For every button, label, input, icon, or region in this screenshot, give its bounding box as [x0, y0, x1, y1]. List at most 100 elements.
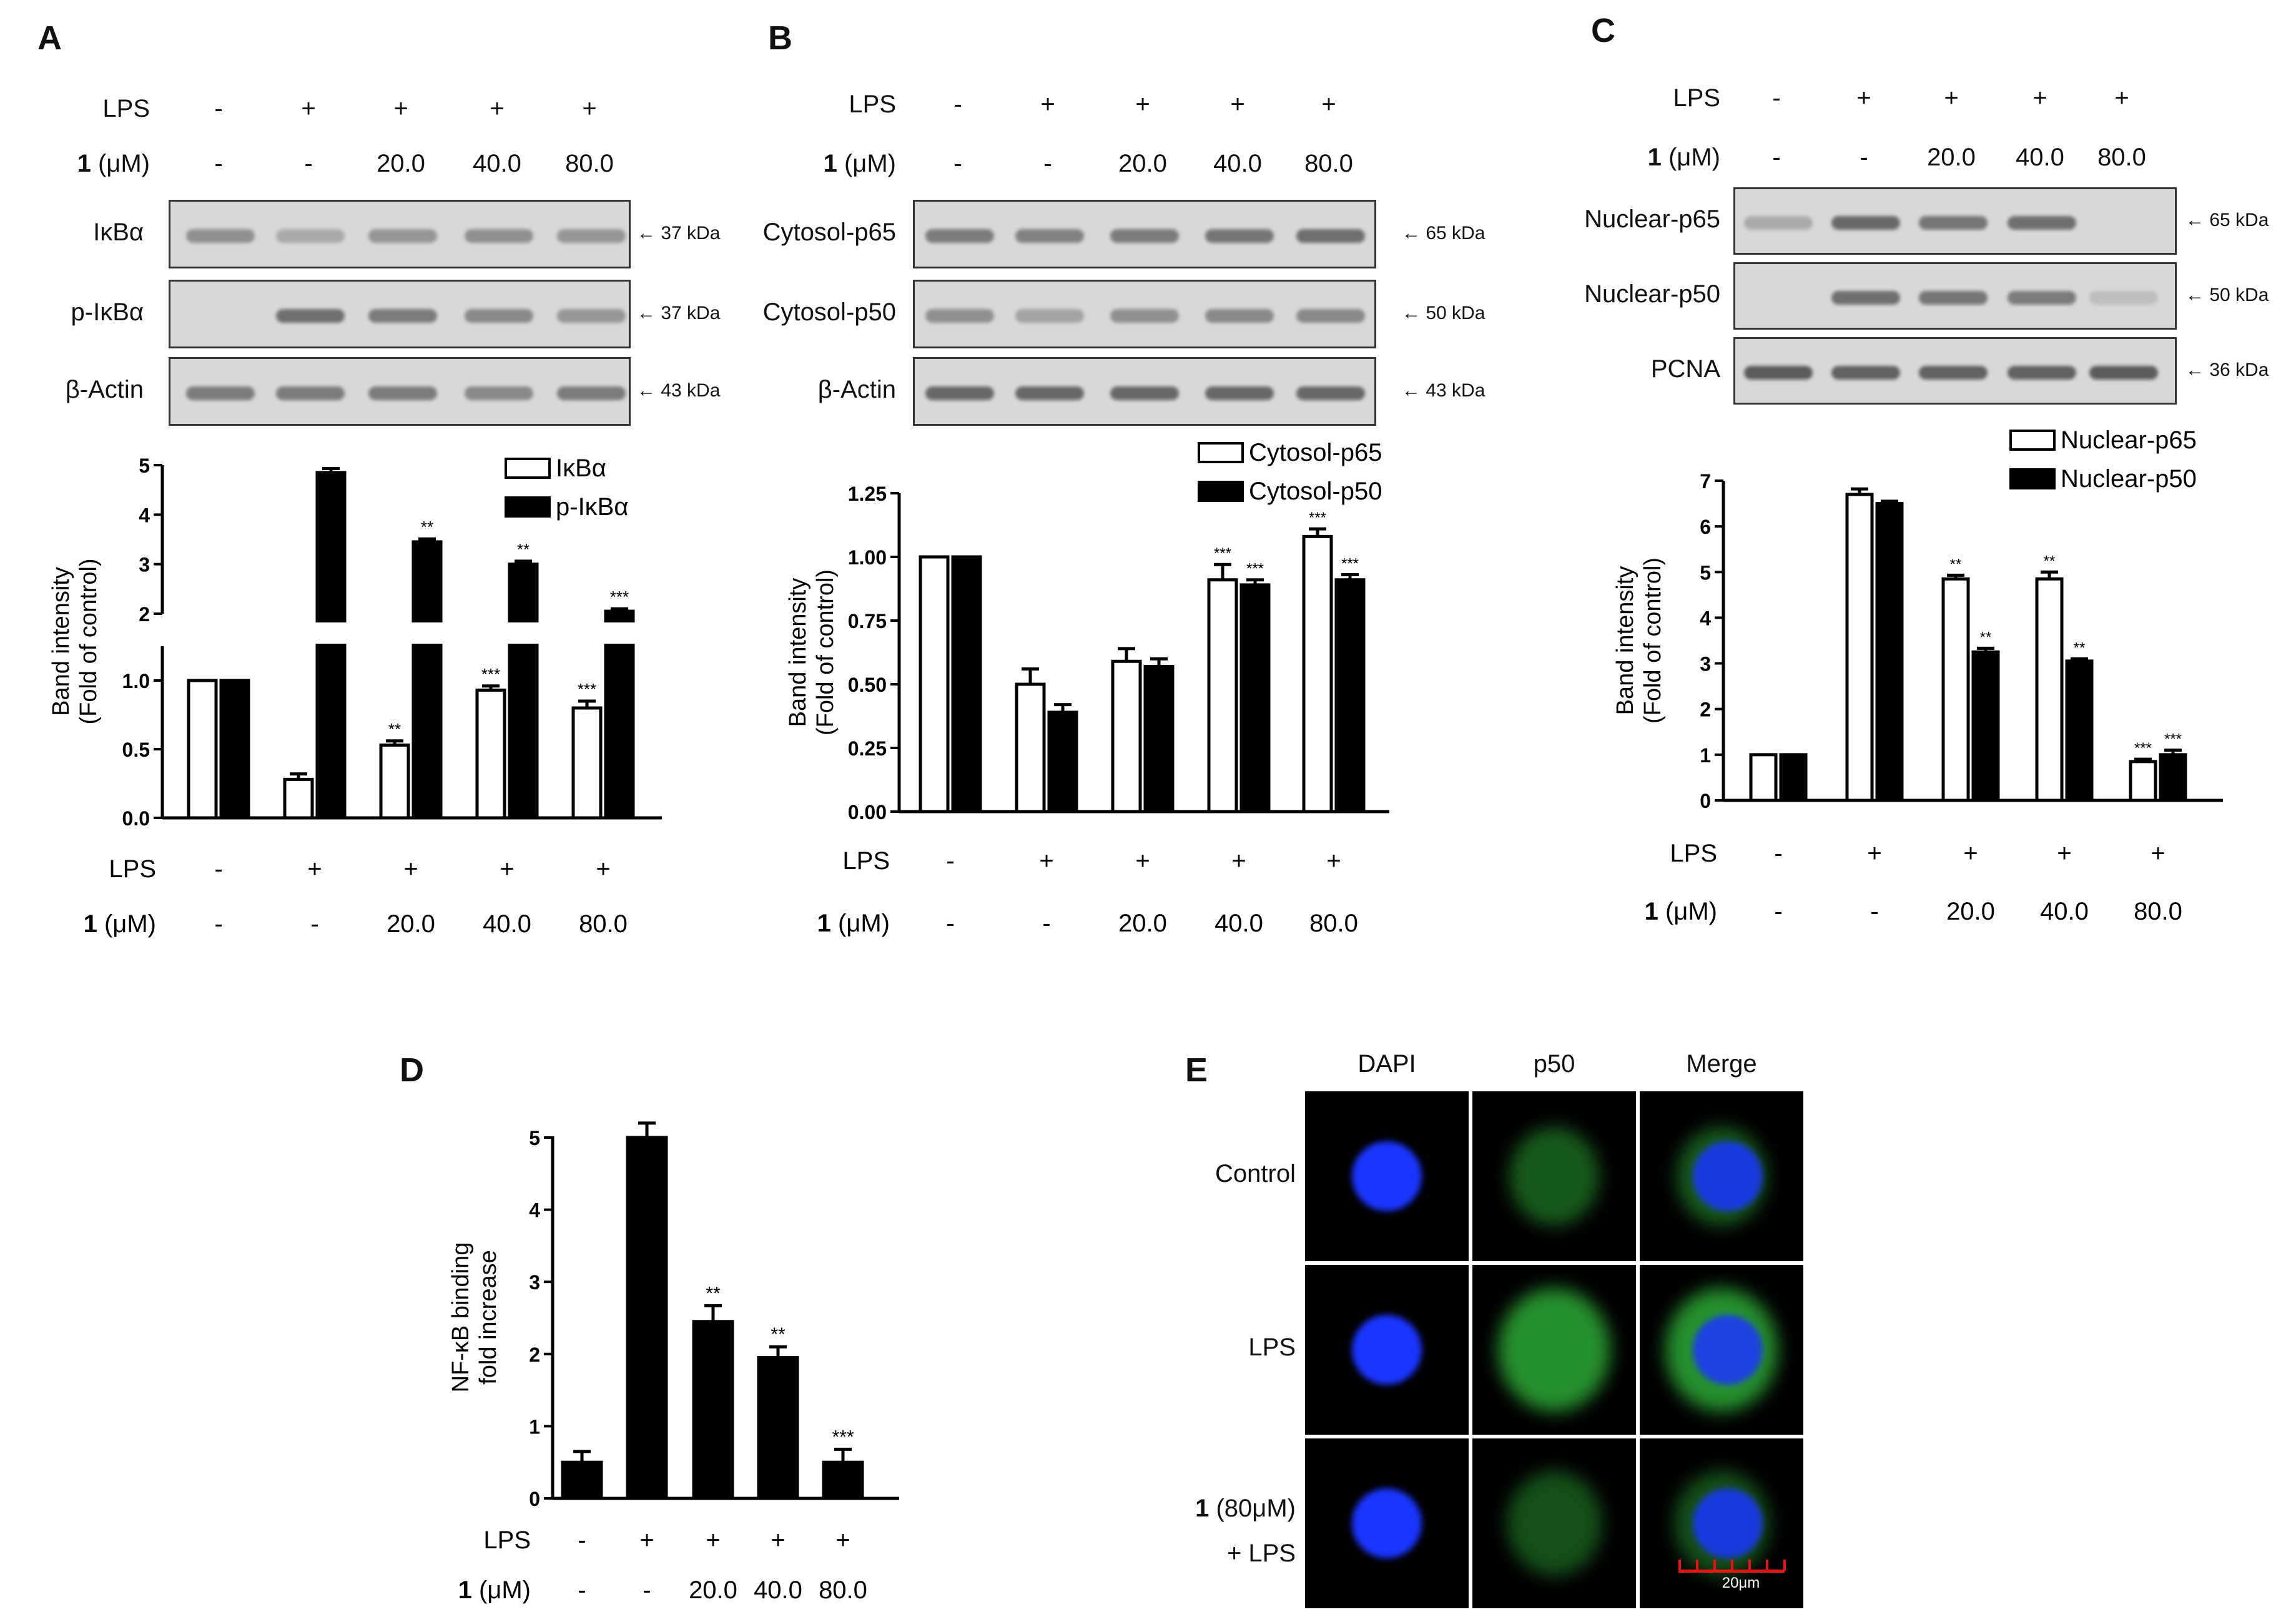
panel-d-bar [757, 1356, 799, 1500]
panel-c-blot-band [1831, 216, 1900, 230]
panel-a-bar [379, 743, 410, 820]
panel-label-d: D [400, 1051, 424, 1089]
panel-a-bar [283, 777, 314, 820]
panel-b-blot-band [1205, 309, 1274, 323]
panel-c-significance: ** [1980, 629, 1992, 646]
panel-a-blot-kda: ← 43 kDa [637, 380, 721, 401]
panel-c-blot-band [2008, 216, 2076, 230]
panel-c-y-tick-label: 7 [1700, 470, 1711, 493]
panel-e-row-label: LPS [1174, 1334, 1296, 1362]
panel-c-blot-band [1831, 291, 1900, 305]
panel-b-chart-lps-label: LPS [842, 847, 890, 875]
panel-b-blot-band [1015, 309, 1084, 323]
panel-b-y-tick-label: 0.75 [848, 610, 887, 632]
panel-c-blot-label: Nuclear-p65 [1584, 205, 1720, 233]
panel-b-bar [1111, 659, 1142, 813]
panel-a-chart-dose-value: 20.0 [387, 910, 435, 938]
panel-a-compound-name: 1 [77, 150, 91, 177]
panel-e-compound-name: 1 [1195, 1495, 1210, 1522]
panel-b-dose-label: 1 (μM) [746, 150, 896, 178]
panel-b-blot-band [1296, 229, 1365, 243]
panel-c-chart-dose-value: - [1870, 898, 1878, 925]
panel-e-scale-tick [1748, 1560, 1751, 1571]
panel-a-bar [187, 679, 218, 820]
panel-b-blot-band [925, 229, 994, 243]
panel-b-y-tick-label: 1.00 [848, 546, 887, 569]
panel-e-p50-signal [1498, 1288, 1610, 1412]
panel-a-blot-band [557, 229, 626, 243]
panel-b-legend-label: Cytosol-p65 [1249, 439, 1382, 466]
panel-c-blot-kda: ← 65 kDa [2185, 210, 2269, 230]
panel-b-blot-strip [913, 280, 1376, 348]
panel-c-blot-band [1831, 366, 1900, 380]
panel-a-lps-value: + [582, 95, 597, 122]
panel-b-significance: *** [1214, 545, 1231, 562]
panel-b-y-tick-label: 1.25 [848, 483, 887, 505]
panel-c-bar [1941, 577, 1970, 802]
panel-d-y-tick-label: 2 [529, 1344, 540, 1366]
panel-d-chart-dose-value: 20.0 [689, 1576, 737, 1604]
panel-c-significance: ** [1950, 556, 1962, 573]
panel-label-c: C [1591, 12, 1615, 49]
panel-a-chart-dose-value: 40.0 [483, 910, 531, 938]
panel-c-lps-value: + [1856, 84, 1871, 112]
panel-a-dose-value: - [304, 150, 313, 177]
panel-d-chart-dose-value: 80.0 [819, 1576, 867, 1604]
panel-a-significance: ** [388, 720, 401, 739]
panel-e-microscopy: DAPI p50 Merge Control LPS 1 (80μM) + LPS 20μm [1174, 1036, 1803, 1617]
panel-c-significance: *** [2164, 731, 2182, 748]
panel-c-blot-label: Nuclear-p50 [1584, 280, 1720, 308]
panel-b-dose-value: 40.0 [1213, 150, 1262, 177]
panel-e-row-label-line2: + LPS [1226, 1540, 1296, 1567]
panel-b-blot-band [1110, 229, 1179, 243]
panel-c-bar [1845, 493, 1874, 802]
panel-b-chart-dose-value: 80.0 [1309, 910, 1358, 937]
panel-c-legend-swatch [2009, 430, 2056, 451]
panel-b-chart-dose-label: 1 (μM) [817, 910, 890, 937]
panel-e-p50-signal [1509, 1126, 1599, 1226]
panel-a-legend-label: p-IκBα [556, 493, 628, 521]
panel-d-y-tick-label: 0 [529, 1488, 540, 1510]
panel-e-scale-tick [1766, 1560, 1768, 1571]
panel-b-y-axis-label: Band intensity(Fold of control) [785, 569, 839, 735]
panel-a-blot-band [276, 386, 345, 400]
panel-a-dose-unit: (μM) [91, 150, 150, 177]
panel-c-chart-lps-value: + [1963, 840, 1978, 867]
panel-b-dose-value: - [1043, 150, 1052, 177]
panel-e-image-cell [1640, 1091, 1803, 1261]
panel-e-row-label-text: Control [1215, 1160, 1296, 1187]
panel-c-dose-unit: (μM) [1661, 144, 1720, 171]
panel-a-dose-value: 80.0 [565, 150, 614, 177]
panel-d-y-tick-label: 3 [529, 1271, 540, 1294]
panel-c-dose-value: - [1772, 144, 1781, 171]
panel-b-legend-swatch [1198, 442, 1244, 463]
panel-a-y-tick-label: 0.0 [122, 807, 150, 830]
panel-a-blot-kda: ← 37 kDa [637, 303, 721, 323]
panel-a-significance: *** [610, 587, 629, 606]
panel-e-dapi-nucleus [1352, 1488, 1422, 1558]
panel-b-blot-band [1296, 386, 1365, 400]
panel-e-row-label: Control [1174, 1160, 1296, 1188]
panel-c-legend-label: Nuclear-p65 [2061, 426, 2197, 454]
panel-d-chart-dose-value: 40.0 [754, 1576, 802, 1604]
panel-label-b: B [768, 19, 792, 57]
panel-e-image-cell [1305, 1091, 1469, 1261]
panel-b-blot-band [1110, 309, 1179, 323]
panel-e-scale-tick [1713, 1560, 1716, 1571]
panel-a-blot-band [465, 229, 533, 243]
panel-c-dose-value: 40.0 [2016, 144, 2064, 171]
panel-b-blot-band [1205, 229, 1274, 243]
panel-b-bar [1143, 664, 1175, 813]
panel-c-blot-kda: ← 50 kDa [2185, 285, 2269, 305]
panel-c-lps-value: + [2032, 84, 2047, 112]
panel-b-chart-dose-value: 20.0 [1118, 910, 1167, 937]
panel-e-column-header: Merge [1686, 1050, 1757, 1078]
panel-d-chart-lps-value: + [771, 1526, 785, 1554]
panel-a-y-tick-label: 0.5 [122, 739, 150, 761]
panel-c-blot-band [1744, 366, 1813, 380]
panel-b-blot-band [1015, 386, 1084, 400]
panel-c-blot-band [2089, 291, 2158, 305]
panel-a-dose-value: - [214, 150, 223, 177]
panel-c-lps-label: LPS [1673, 84, 1720, 112]
panel-c-bar-chart: Band intensity(Fold of control) 0 1 2 3 4 5 6 7 *… [1612, 426, 2223, 925]
